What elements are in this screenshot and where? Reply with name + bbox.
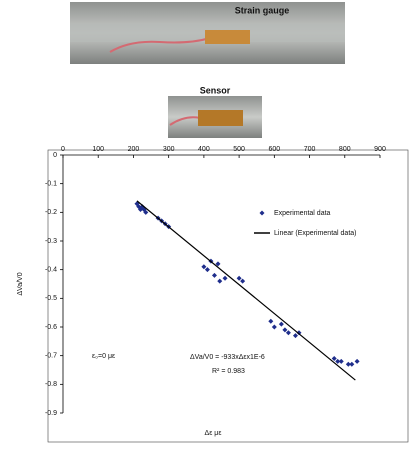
x-tick-label: 300 <box>163 146 175 153</box>
point <box>215 261 221 267</box>
chart-frame <box>47 149 409 443</box>
point <box>338 358 344 364</box>
point <box>236 275 242 281</box>
sensor <box>198 110 243 126</box>
x-tick-label: 100 <box>92 146 104 153</box>
point <box>268 318 274 324</box>
point <box>143 209 149 215</box>
y-tick-label: -0.2 <box>45 209 57 216</box>
y-tick-label: 0 <box>53 152 57 159</box>
annotation: ε₀=0 με <box>92 353 115 360</box>
x-axis-label: Δε με <box>205 430 222 437</box>
gauge <box>205 30 250 44</box>
y-tick-label: -0.8 <box>45 381 57 388</box>
point <box>240 278 246 284</box>
point <box>201 264 207 270</box>
photo-label: Strain gauge <box>235 5 290 15</box>
point <box>278 321 284 327</box>
point <box>204 267 210 273</box>
annotation: R² = 0.983 <box>212 368 245 375</box>
point <box>354 358 360 364</box>
x-tick-label: 500 <box>233 146 245 153</box>
point <box>335 358 341 364</box>
y-tick-label: -0.7 <box>45 353 57 360</box>
legend-label: Linear (Experimental data) <box>274 230 357 237</box>
y-tick-label: -0.6 <box>45 324 57 331</box>
y-tick-label: -0.1 <box>45 181 57 188</box>
y-tick-label: -0.9 <box>45 410 57 417</box>
point <box>271 324 277 330</box>
x-tick-label: 900 <box>374 146 386 153</box>
point <box>211 272 217 278</box>
trend-line <box>136 200 356 381</box>
x-tick-label: 400 <box>198 146 210 153</box>
annotation: ΔVa/V0 = -933xΔεx1E-6 <box>190 354 265 361</box>
wire <box>109 37 211 53</box>
legend-swatch <box>259 210 265 216</box>
x-tick-label: 700 <box>304 146 316 153</box>
point <box>292 333 298 339</box>
y-axis-label: ΔVa/V0 <box>17 272 24 295</box>
point <box>285 330 291 336</box>
point <box>217 278 223 284</box>
y-tick-label: -0.4 <box>45 267 57 274</box>
wire <box>169 116 201 126</box>
x-tick-label: 0 <box>61 146 65 153</box>
point <box>331 356 337 362</box>
point <box>282 327 288 333</box>
point <box>222 275 228 281</box>
y-tick-label: -0.5 <box>45 295 57 302</box>
legend-label: Experimental data <box>274 210 331 217</box>
photo-label: Sensor <box>200 85 231 95</box>
y-tick-label: -0.3 <box>45 238 57 245</box>
x-tick-label: 200 <box>128 146 140 153</box>
point <box>345 361 351 367</box>
x-tick-label: 600 <box>268 146 280 153</box>
x-tick-label: 800 <box>339 146 351 153</box>
point <box>296 330 302 336</box>
point <box>349 361 355 367</box>
